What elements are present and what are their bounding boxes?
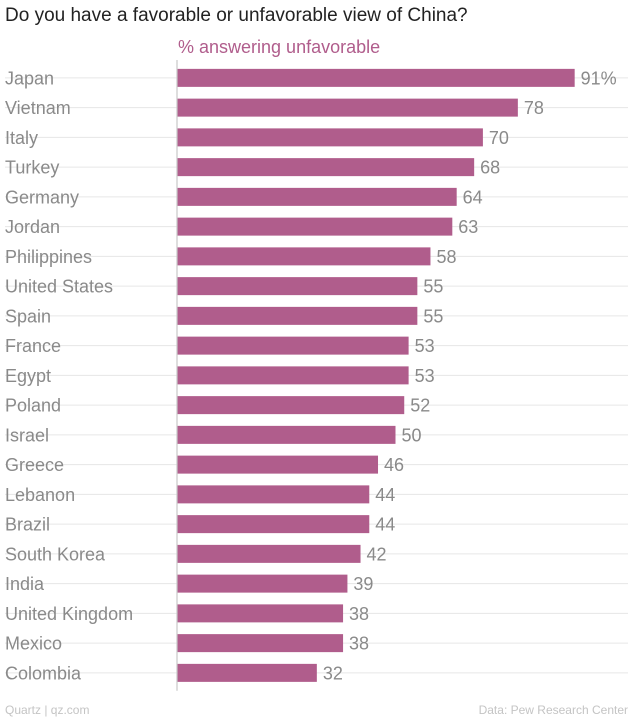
value-label: 53 [415, 366, 435, 386]
bar [177, 634, 344, 653]
value-label: 68 [480, 158, 500, 178]
value-label: 44 [375, 515, 395, 535]
value-label: 42 [367, 544, 387, 564]
bar [177, 187, 457, 206]
value-label: 38 [349, 634, 369, 654]
value-label: 46 [384, 455, 404, 475]
category-label: Brazil [5, 515, 50, 535]
value-label: 39 [353, 574, 373, 594]
category-label: Italy [5, 128, 38, 148]
bar [177, 485, 370, 504]
value-label: 63 [458, 217, 478, 237]
bar [177, 158, 475, 177]
footer-credit: Data: Pew Research Center [478, 703, 628, 717]
bar [177, 98, 518, 117]
bar [177, 425, 396, 444]
category-label: Japan [5, 68, 54, 88]
category-label: Germany [5, 187, 79, 207]
bar [177, 336, 409, 355]
value-label: 91% [581, 68, 617, 88]
category-label: Turkey [5, 158, 59, 178]
value-label: 50 [402, 425, 422, 445]
bar [177, 663, 317, 682]
bar-chart: Japan 91% Vietnam 78 Italy 70 Turkey 68 Germany 6… [5, 60, 628, 691]
bar [177, 277, 418, 296]
category-label: Poland [5, 396, 61, 416]
bar [177, 366, 409, 385]
bar [177, 68, 575, 87]
category-label: Greece [5, 455, 64, 475]
category-label: Israel [5, 425, 49, 445]
bar [177, 217, 453, 236]
bar [177, 396, 405, 415]
value-label: 52 [410, 396, 430, 416]
value-label: 38 [349, 604, 369, 624]
value-label: 78 [524, 98, 544, 118]
value-label: 64 [463, 187, 483, 207]
value-label: 44 [375, 485, 395, 505]
value-label: 53 [415, 336, 435, 356]
value-label: 55 [423, 306, 443, 326]
category-label: Mexico [5, 634, 62, 654]
value-label: 70 [489, 128, 509, 148]
value-label: 55 [423, 277, 443, 297]
category-label: Lebanon [5, 485, 75, 505]
category-label: South Korea [5, 544, 106, 564]
value-label: 58 [436, 247, 456, 267]
category-label: Vietnam [5, 98, 71, 118]
bar [177, 604, 344, 623]
bar [177, 574, 348, 593]
category-label: Jordan [5, 217, 60, 237]
bar [177, 247, 431, 266]
bar [177, 128, 483, 147]
category-label: France [5, 336, 61, 356]
bar [177, 515, 370, 534]
series-label: % answering unfavorable [178, 37, 381, 57]
bar [177, 544, 361, 563]
category-label: Colombia [5, 663, 82, 683]
category-label: United Kingdom [5, 604, 133, 624]
chart-title: Do you have a favorable or unfavorable v… [5, 5, 468, 26]
category-label: Philippines [5, 247, 92, 267]
category-label: India [5, 574, 45, 594]
value-label: 32 [323, 663, 343, 683]
category-label: Egypt [5, 366, 51, 386]
bar [177, 306, 418, 325]
category-label: Spain [5, 306, 51, 326]
category-label: United States [5, 277, 113, 297]
bar [177, 455, 379, 474]
footer-source: Quartz | qz.com [5, 703, 90, 717]
